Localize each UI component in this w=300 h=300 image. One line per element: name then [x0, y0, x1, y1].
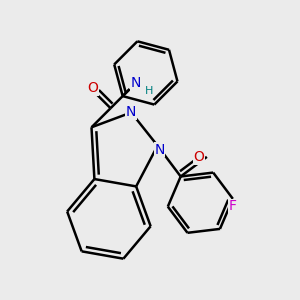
Text: N: N [154, 142, 165, 157]
Text: F: F [229, 200, 237, 214]
Text: H: H [145, 86, 153, 96]
Text: O: O [194, 150, 205, 164]
Text: N: N [126, 106, 136, 119]
Text: O: O [87, 81, 98, 95]
Text: N: N [130, 76, 141, 90]
